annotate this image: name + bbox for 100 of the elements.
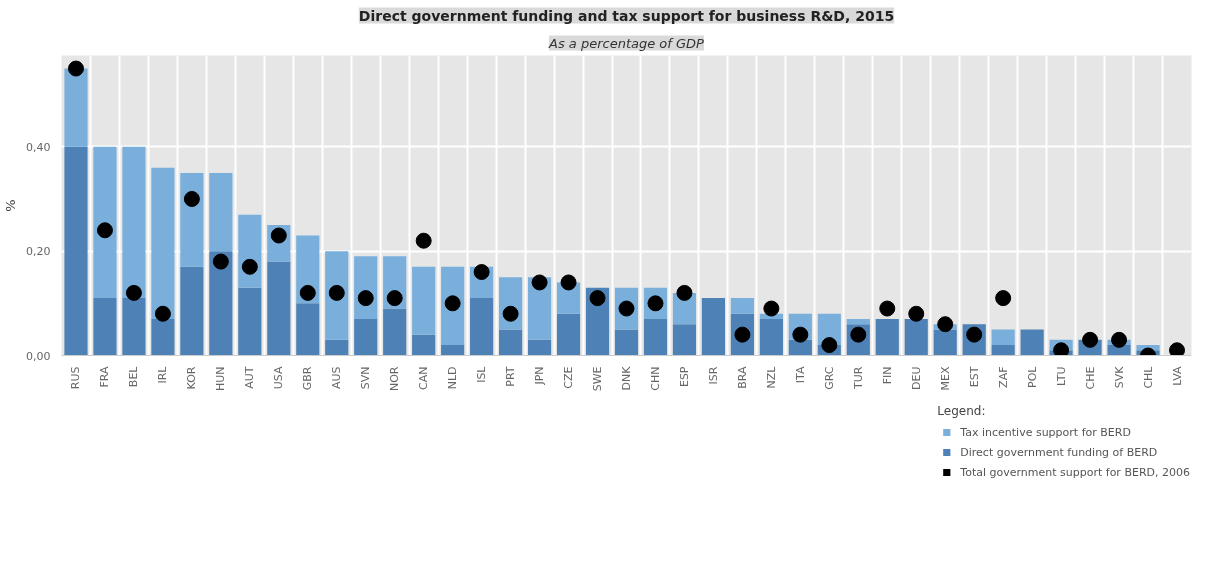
point <box>1111 331 1128 348</box>
x-tick-label: ITA <box>793 366 807 384</box>
bar <box>151 318 175 356</box>
x-tick-label: ESP <box>677 366 691 388</box>
point <box>531 274 548 291</box>
bar <box>412 266 436 335</box>
point <box>67 60 84 77</box>
y-tick-label: 0,00 <box>26 349 51 363</box>
legend-label: Total government support for BERD, 2006 <box>960 464 1190 481</box>
chart-title: Direct government funding and tax support for business R&D, 2015 <box>358 7 895 24</box>
x-tick-label: DEU <box>909 366 923 390</box>
x-tick-label: ISL <box>475 365 489 383</box>
point <box>386 290 403 307</box>
bar <box>238 287 262 356</box>
x-tick-label: CHL <box>1141 365 1155 389</box>
point <box>1169 342 1186 356</box>
x-tick-label: USA <box>272 366 286 390</box>
x-tick-label: IRL <box>156 365 170 384</box>
bar <box>412 334 436 356</box>
legend-label: Direct government funding of BERD <box>960 444 1158 461</box>
bar <box>527 339 552 356</box>
point <box>763 300 780 317</box>
bar <box>209 251 233 356</box>
point <box>589 290 606 307</box>
x-tick-label: SVN <box>359 366 373 390</box>
point <box>154 305 171 322</box>
bar <box>643 318 668 356</box>
bar <box>267 261 291 356</box>
x-tick-label: CHN <box>648 366 662 391</box>
x-tick-label: EST <box>967 366 981 388</box>
y-tick-label: 0,20 <box>26 245 51 259</box>
point <box>937 316 954 333</box>
x-tick-label: PRT <box>504 366 518 387</box>
x-tick-label: LTU <box>1054 366 1068 386</box>
x-tick-label: NLD <box>446 366 460 390</box>
point <box>995 290 1012 307</box>
bar <box>991 345 1015 356</box>
x-tick-label: SWE <box>591 366 605 392</box>
x-tick-label: CHE <box>1083 366 1097 390</box>
point <box>1082 331 1099 348</box>
x-tick-label: GRC <box>822 366 836 390</box>
x-tick-label: ZAF <box>996 366 1010 388</box>
point <box>241 258 258 275</box>
bar <box>383 308 407 356</box>
point <box>473 264 490 281</box>
bar <box>122 298 146 356</box>
x-tick-label: AUS <box>330 366 344 390</box>
bar <box>325 339 349 356</box>
point <box>676 284 693 301</box>
bar <box>499 329 523 356</box>
bar <box>441 345 465 356</box>
bar <box>556 313 581 356</box>
x-tick-label: BEL <box>127 365 141 388</box>
legend-title: Legend: <box>937 404 987 418</box>
bar <box>64 146 88 356</box>
x-tick-label: ISR <box>706 366 720 385</box>
y-axis-title: % <box>3 199 19 212</box>
point <box>125 284 142 301</box>
bar <box>614 329 639 356</box>
point <box>299 284 316 301</box>
x-tick-label: LVA <box>1170 366 1184 386</box>
point <box>415 232 432 249</box>
x-tick-label: TUR <box>851 366 865 390</box>
x-tick-label: MEX <box>938 366 952 391</box>
x-tick-label: BRA <box>735 366 749 389</box>
point <box>1053 342 1070 356</box>
x-tick-label: RUS <box>69 366 83 390</box>
bar <box>672 324 697 356</box>
bar <box>209 172 233 252</box>
bar <box>470 298 494 356</box>
x-tick-label: HUN <box>214 366 228 392</box>
point <box>183 190 200 207</box>
bar <box>93 298 117 356</box>
point <box>96 222 113 239</box>
bar <box>730 298 754 314</box>
x-tick-label: NZL <box>764 365 778 389</box>
x-tick-label: NOR <box>388 366 402 392</box>
legend-label: Tax incentive support for BERD <box>960 424 1131 441</box>
x-tick-label: DNK <box>620 365 633 391</box>
bar <box>354 318 378 356</box>
x-tick-label: KOR <box>185 366 199 390</box>
x-tick-label: FRA <box>98 366 112 388</box>
point <box>560 274 577 291</box>
bar <box>933 329 957 356</box>
point <box>212 253 229 270</box>
x-tick-label: POL <box>1025 365 1039 388</box>
point <box>879 300 896 317</box>
bar <box>904 318 928 356</box>
bar <box>759 318 783 356</box>
bar <box>122 146 146 299</box>
chart-subtitle: As a percentage of GDP <box>548 35 705 51</box>
x-tick-label: AUT <box>243 366 257 389</box>
point <box>821 337 838 354</box>
bar <box>701 298 726 356</box>
x-tick-label: GBR <box>301 366 315 391</box>
bar <box>151 167 175 319</box>
x-tick-label: CZE <box>562 366 576 389</box>
bar <box>93 146 117 299</box>
x-tick-label: JPN <box>533 366 547 386</box>
bar <box>875 318 899 356</box>
